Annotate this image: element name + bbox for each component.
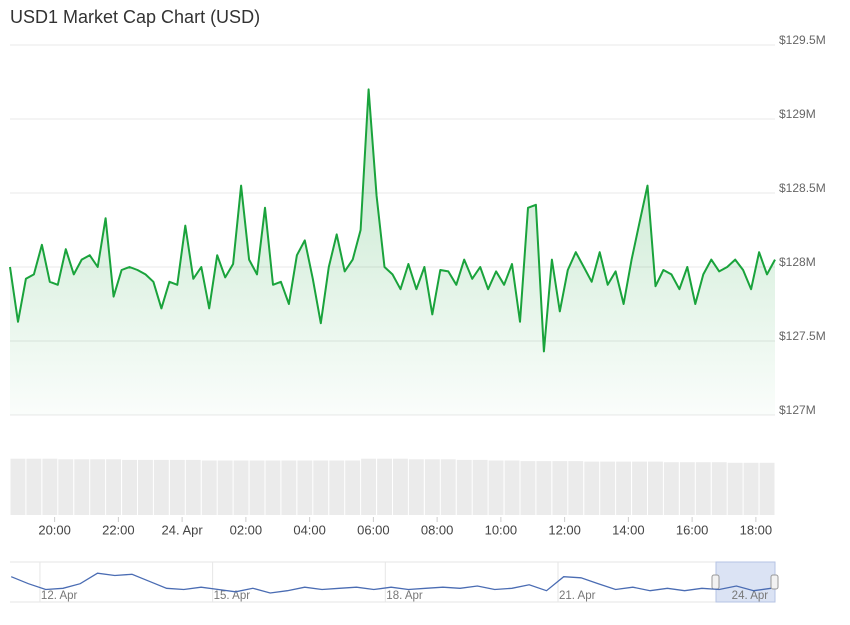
x-tick-label: 18:00 bbox=[740, 522, 773, 537]
x-tick-label: 22:00 bbox=[102, 522, 135, 537]
volume-bar bbox=[424, 459, 440, 515]
x-tick-label: 12:00 bbox=[548, 522, 581, 537]
volume-bar bbox=[10, 458, 26, 515]
volume-bar bbox=[679, 462, 695, 515]
volume-bar bbox=[663, 462, 679, 515]
volume-bar bbox=[743, 462, 759, 515]
volume-bar bbox=[26, 458, 42, 515]
x-tick-label: 08:00 bbox=[421, 522, 454, 537]
navigator-tick-label: 18. Apr bbox=[386, 590, 423, 602]
volume-bar bbox=[233, 460, 249, 515]
volume-bar bbox=[106, 459, 121, 515]
x-tick-label: 24. Apr bbox=[162, 522, 204, 537]
x-tick-label: 02:00 bbox=[230, 522, 263, 537]
volume-bar bbox=[329, 460, 345, 515]
volume-bar bbox=[345, 460, 361, 515]
volume-bar bbox=[58, 459, 74, 515]
navigator-handle[interactable] bbox=[770, 574, 779, 590]
volume-bar bbox=[297, 460, 313, 515]
volume-bar bbox=[169, 459, 185, 515]
volume-bar bbox=[440, 459, 456, 515]
x-tick-label: 10:00 bbox=[485, 522, 518, 537]
y-tick-label: $128M bbox=[779, 255, 816, 269]
volume-bar bbox=[552, 461, 568, 515]
volume-bar bbox=[313, 460, 329, 515]
volume-bar bbox=[393, 458, 408, 515]
volume-bar bbox=[616, 461, 631, 515]
navigator-handle[interactable] bbox=[711, 574, 720, 590]
volume-bar bbox=[377, 458, 392, 515]
volume-bar bbox=[217, 460, 233, 515]
navigator-tick-label: 21. Apr bbox=[559, 590, 596, 602]
x-tick-label: 06:00 bbox=[357, 522, 390, 537]
navigator-tick-label: 12. Apr bbox=[41, 590, 78, 602]
volume-bar bbox=[727, 462, 743, 515]
volume-bar bbox=[74, 459, 90, 515]
volume-bar bbox=[361, 458, 376, 515]
volume-bar bbox=[201, 460, 217, 515]
volume-bar bbox=[185, 459, 201, 515]
navigator-tick-label: 15. Apr bbox=[214, 590, 251, 602]
y-tick-label: $127M bbox=[779, 403, 816, 417]
y-tick-label: $129M bbox=[779, 107, 816, 121]
volume-bar bbox=[632, 461, 647, 515]
volume-bar bbox=[408, 459, 424, 515]
volume-bar bbox=[456, 459, 472, 515]
x-tick-label: 16:00 bbox=[676, 522, 709, 537]
x-tick-label: 14:00 bbox=[612, 522, 645, 537]
volume-bar bbox=[42, 458, 58, 515]
volume-bar bbox=[648, 461, 663, 515]
volume-bar bbox=[568, 461, 584, 515]
x-tick-label: 20:00 bbox=[38, 522, 71, 537]
volume-bar bbox=[153, 459, 169, 515]
volume-bar bbox=[520, 461, 536, 515]
volume-bar bbox=[695, 462, 711, 515]
volume-bar bbox=[504, 460, 520, 515]
line bbox=[9, 88, 776, 353]
navigator-line bbox=[10, 572, 772, 594]
volume-bar bbox=[249, 460, 265, 515]
volume-bar bbox=[488, 460, 504, 515]
y-tick-label: $129.5M bbox=[779, 33, 826, 47]
volume-bar bbox=[472, 459, 488, 515]
chart-title: USD1 Market Cap Chart (USD) bbox=[10, 7, 260, 27]
volume-bar bbox=[600, 461, 616, 515]
volume-bar bbox=[584, 461, 600, 515]
y-tick-label: $127.5M bbox=[779, 329, 826, 343]
area bbox=[10, 89, 775, 416]
x-tick-label: 04:00 bbox=[293, 522, 326, 537]
volume-bar bbox=[90, 459, 106, 515]
y-tick-label: $128.5M bbox=[779, 181, 826, 195]
volume-bar bbox=[536, 461, 552, 515]
volume-bar bbox=[759, 462, 775, 515]
volume-bar bbox=[138, 459, 153, 515]
volume-bar bbox=[122, 459, 137, 515]
volume-bar bbox=[281, 460, 297, 515]
navigator-tick-label: 24. Apr bbox=[732, 590, 769, 602]
volume-bar bbox=[265, 460, 281, 515]
volume-bar bbox=[711, 462, 727, 515]
